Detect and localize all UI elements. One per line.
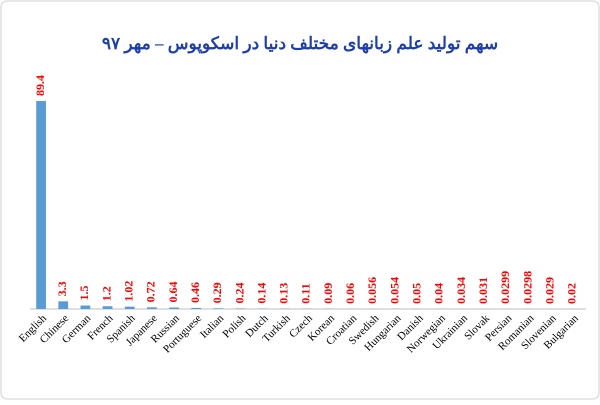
value-label: 0.034 xyxy=(454,277,468,304)
value-label: 0.64 xyxy=(166,282,180,303)
bar xyxy=(125,307,135,309)
bar xyxy=(169,308,179,309)
bar xyxy=(236,308,246,309)
value-label: 0.24 xyxy=(232,282,246,303)
value-label: 0.054 xyxy=(387,277,401,304)
value-label: 1.2 xyxy=(99,286,113,301)
value-label: 0.04 xyxy=(432,283,446,304)
value-label: 0.11 xyxy=(299,283,313,303)
value-label: 1.5 xyxy=(77,286,91,301)
value-label: 0.09 xyxy=(321,283,335,304)
value-label: 0.14 xyxy=(254,283,268,304)
bar xyxy=(81,306,91,309)
value-label: 1.02 xyxy=(121,281,135,302)
value-label: 0.056 xyxy=(365,277,379,304)
chart-title: سهم تولید علم زبانهای مختلف دنیا در اسکو… xyxy=(102,34,498,54)
value-label: 0.029 xyxy=(543,277,557,304)
value-label: 0.46 xyxy=(188,282,202,303)
value-label: 0.29 xyxy=(210,282,224,303)
value-label: 0.06 xyxy=(343,283,357,304)
value-label: 3.3 xyxy=(55,281,69,296)
value-label: 0.031 xyxy=(476,277,490,304)
value-label: 0.13 xyxy=(277,283,291,304)
bar xyxy=(213,308,223,309)
value-label: 0.02 xyxy=(565,283,579,304)
bar xyxy=(36,101,46,309)
value-label: 0.0298 xyxy=(520,271,534,304)
value-label: 0.0299 xyxy=(498,271,512,304)
bar xyxy=(191,308,201,309)
bar xyxy=(147,307,157,309)
value-label: 0.72 xyxy=(144,281,158,302)
bar xyxy=(58,301,68,309)
bar xyxy=(103,306,113,309)
value-label: 89.4 xyxy=(33,75,47,96)
value-label: 0.05 xyxy=(410,283,424,304)
